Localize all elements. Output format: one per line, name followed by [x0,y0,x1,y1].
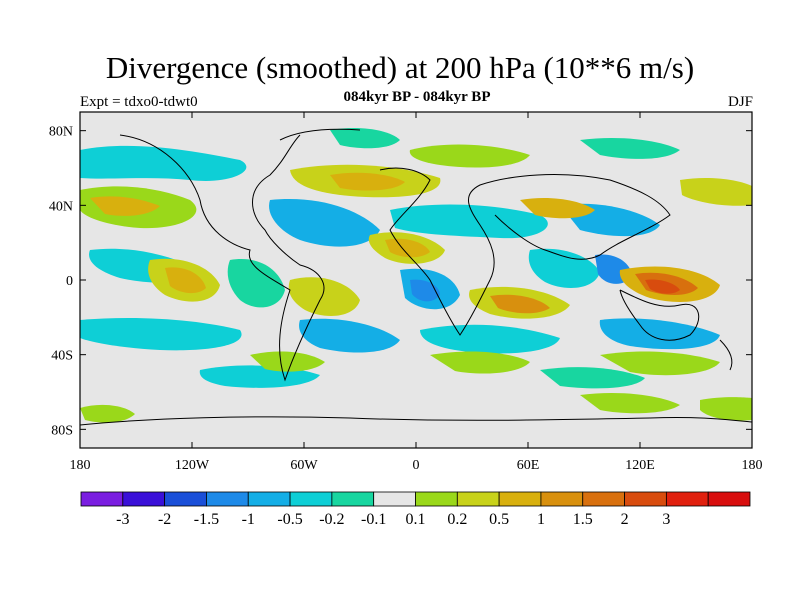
colorbar-label: -0.2 [319,511,344,528]
lon-tick-label: 60W [290,458,318,473]
lat-tick-label: 40N [49,199,73,214]
colorbar-swatch [415,491,458,507]
colorbar-swatch [624,491,667,507]
lon-tick-label: 180 [742,458,763,473]
lon-tick-label: 60E [517,458,540,473]
lon-tick-label: 180 [70,458,91,473]
colorbar-label: -1 [242,511,255,528]
colorbar-swatch [582,491,625,507]
colorbar-swatch [373,491,416,507]
colorbar: -3 -2 -1.5 -1 -0.5 -0.2 -0.1 0.1 0.2 0.5 1 1.5 2 3 [80,491,751,528]
colorbar-label: 0.5 [489,511,509,528]
period-subtitle: 084kyr BP - 084kyr BP [343,89,491,105]
colorbar-swatch [331,491,375,507]
colorbar-label: -3 [116,511,129,528]
colorbar-swatch [540,491,584,507]
divergence-field [80,128,752,423]
season-label: DJF [727,94,753,110]
lat-tick-label: 40S [51,349,73,364]
colorbar-label: -0.1 [361,511,386,528]
colorbar-swatch [289,491,333,507]
lat-tick-label: 80S [51,423,73,438]
lat-tick-label: 0 [66,274,73,289]
colorbar-swatch [80,491,124,507]
colorbar-label: 0.1 [406,511,426,528]
map-title: Divergence (smoothed) at 200 hPa (10**6 … [105,50,695,85]
colorbar-swatch [247,491,291,507]
colorbar-label: 2 [621,511,629,528]
colorbar-swatch [164,491,207,507]
colorbar-swatch [122,491,166,507]
colorbar-swatch [206,491,249,507]
experiment-label: Expt = tdxo0-tdwt0 [80,94,198,110]
colorbar-label: -0.5 [277,511,302,528]
coastlines [80,128,752,426]
longitude-axis: 180 120W 60W 0 60E 120E 180 [70,112,763,473]
colorbar-swatch [498,491,542,507]
colorbar-label: 1 [537,511,545,528]
colorbar-label: 0.2 [447,511,467,528]
colorbar-label: -1.5 [194,511,219,528]
colorbar-swatch [456,491,500,507]
colorbar-label: -2 [158,511,171,528]
negative-regions [80,128,720,389]
lon-tick-label: 120W [175,458,210,473]
colorbar-swatch [665,491,709,507]
colorbar-swatch [707,491,751,507]
colorbar-label: 1.5 [573,511,593,528]
colorbar-label: 3 [662,511,670,528]
lat-tick-label: 80N [49,125,73,140]
positive-regions [80,144,752,423]
latitude-axis: 80N 40N 0 40S 80S [49,125,752,438]
lon-tick-label: 120E [625,458,655,473]
lon-tick-label: 0 [413,458,420,473]
